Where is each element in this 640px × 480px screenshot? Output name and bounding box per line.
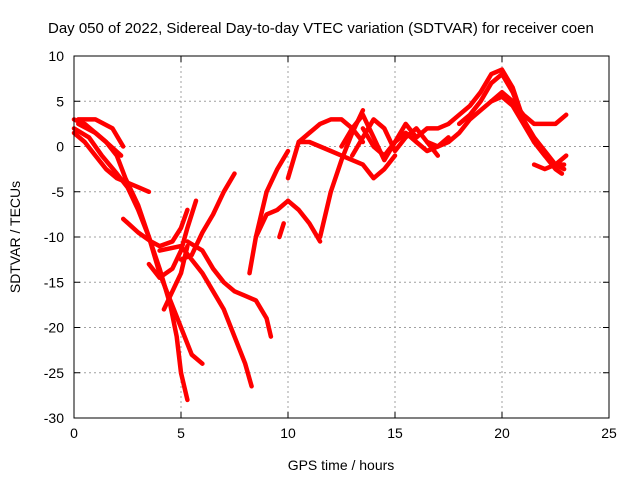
series-arc-3 [71,130,152,195]
series-arc-23 [456,71,567,172]
x-tick-label: 10 [280,425,296,441]
y-tick-label: -20 [44,320,64,336]
x-tick-label: 15 [387,425,403,441]
x-tick-label: 20 [494,425,510,441]
y-tick-label: -5 [52,184,65,200]
x-tick-label: 25 [601,425,617,441]
series-arc-21 [360,126,451,158]
series-arc-14 [277,221,286,240]
series-arc-10 [157,243,254,389]
series-arc-12 [247,148,291,276]
series-arc-24 [424,94,567,167]
series-arc-4 [76,117,126,149]
x-tick-label: 5 [177,425,185,441]
series-arc-26 [531,153,569,172]
series-arc-18 [296,139,398,181]
data-series [71,67,569,403]
series-arc-11 [185,239,274,339]
series-arc-5 [76,121,124,158]
y-tick-label: -15 [44,274,64,290]
grid [74,56,609,418]
series-arc-7 [146,198,199,280]
y-tick-label: -10 [44,229,64,245]
series-arc-2 [71,126,205,366]
series-arc-13 [253,198,291,240]
axis-ticks: 0 5 10 15 20 25 -30 -25 -20 -15 -10 -5 0 5 10 [44,48,617,441]
y-tick-label: 10 [48,48,64,64]
series-arc-16 [285,198,323,244]
y-tick-label: 0 [56,139,64,155]
y-axis-label: SDTVAR / TECUs [7,181,23,293]
y-tick-label: 5 [56,93,64,109]
series-arc-1 [71,117,190,403]
chart-title: Day 050 of 2022, Sidereal Day-to-day VTE… [48,20,594,37]
series-arc-8 [161,243,190,312]
series-arc-17 [317,108,366,240]
x-tick-label: 0 [70,425,78,441]
x-axis-label: GPS time / hours [288,457,395,473]
series-arc-25 [489,89,569,127]
y-tick-label: -25 [44,365,64,381]
series-arc-6 [120,207,190,249]
y-tick-label: -30 [44,410,64,426]
